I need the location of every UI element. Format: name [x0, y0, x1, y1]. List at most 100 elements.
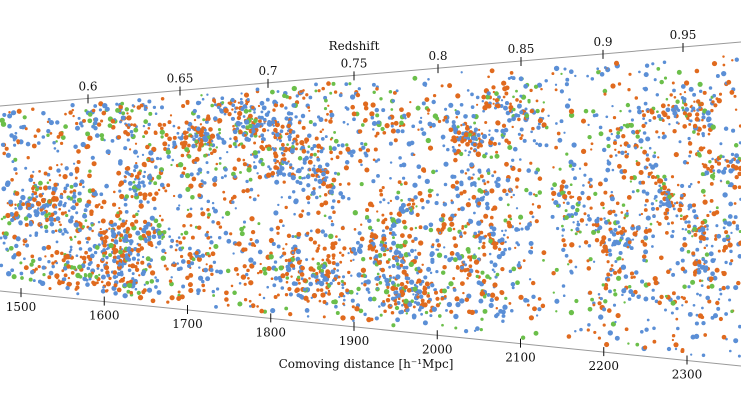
galaxy-point — [498, 308, 503, 314]
galaxy-point — [624, 123, 631, 129]
galaxy-point — [731, 59, 734, 62]
galaxy-point — [705, 110, 711, 116]
galaxy-point — [209, 235, 213, 239]
galaxy-point — [459, 180, 464, 185]
galaxy-point — [94, 274, 99, 280]
galaxy-point — [197, 147, 202, 152]
galaxy-point — [558, 167, 562, 171]
galaxy-point — [25, 243, 30, 248]
galaxy-point — [589, 206, 593, 210]
galaxy-point — [234, 145, 238, 149]
galaxy-point — [159, 126, 164, 131]
galaxy-point — [241, 247, 246, 252]
galaxy-point — [687, 207, 691, 211]
galaxy-point — [607, 237, 612, 242]
galaxy-point — [64, 201, 67, 205]
galaxy-point — [40, 211, 45, 216]
galaxy-point — [346, 123, 349, 126]
galaxy-point — [47, 212, 51, 216]
galaxy-point — [395, 128, 401, 134]
galaxy-point — [459, 206, 465, 212]
galaxy-point — [712, 93, 717, 98]
galaxy-point — [688, 122, 692, 126]
galaxy-point — [459, 191, 464, 196]
galaxy-point — [580, 148, 587, 155]
galaxy-point — [248, 304, 252, 308]
galaxy-point — [688, 150, 693, 154]
galaxy-point — [187, 143, 191, 148]
galaxy-point — [99, 133, 105, 138]
galaxy-point — [275, 101, 279, 104]
galaxy-point — [291, 141, 295, 145]
galaxy-point — [515, 207, 519, 210]
galaxy-point — [142, 124, 146, 128]
galaxy-point — [329, 138, 333, 141]
galaxy-point — [416, 164, 422, 170]
galaxy-point — [225, 299, 229, 302]
galaxy-point — [19, 200, 23, 204]
galaxy-point — [687, 112, 692, 118]
galaxy-point — [328, 233, 334, 239]
galaxy-point — [179, 254, 184, 259]
galaxy-point — [308, 168, 312, 172]
galaxy-point — [108, 227, 111, 230]
galaxy-point — [628, 72, 632, 76]
galaxy-point — [642, 131, 647, 135]
galaxy-point — [316, 288, 320, 292]
galaxy-point — [568, 309, 575, 316]
galaxy-point — [728, 160, 732, 164]
galaxy-point — [256, 172, 259, 175]
galaxy-point — [708, 159, 712, 164]
galaxy-point — [289, 163, 293, 167]
galaxy-point — [134, 142, 138, 145]
galaxy-point — [315, 195, 319, 200]
galaxy-point — [724, 312, 728, 316]
galaxy-point — [610, 190, 614, 194]
galaxy-point — [47, 199, 52, 204]
galaxy-point — [485, 274, 490, 279]
galaxy-point — [688, 86, 694, 92]
galaxy-point — [517, 261, 521, 264]
galaxy-point — [116, 135, 122, 140]
galaxy-point — [58, 200, 63, 205]
galaxy-point — [359, 236, 365, 242]
galaxy-point — [606, 159, 610, 163]
galaxy-point — [452, 174, 457, 179]
galaxy-point — [91, 161, 97, 167]
galaxy-point — [148, 264, 152, 269]
galaxy-point — [655, 199, 658, 202]
galaxy-point — [602, 307, 607, 312]
galaxy-point — [538, 119, 542, 124]
galaxy-point — [281, 172, 287, 177]
galaxy-point — [273, 295, 278, 299]
galaxy-point — [661, 119, 665, 122]
galaxy-point — [401, 176, 406, 180]
galaxy-point — [232, 290, 237, 296]
galaxy-point — [218, 156, 222, 160]
galaxy-point — [707, 299, 712, 304]
galaxy-point — [405, 309, 409, 313]
galaxy-point — [210, 251, 216, 257]
galaxy-point — [319, 149, 324, 154]
galaxy-point — [473, 138, 477, 141]
galaxy-point — [63, 229, 68, 234]
galaxy-point — [620, 264, 627, 270]
galaxy-point — [682, 111, 688, 116]
galaxy-point — [559, 119, 564, 124]
galaxy-point — [726, 164, 731, 168]
galaxy-point — [387, 116, 392, 120]
galaxy-point — [138, 203, 144, 209]
galaxy-point — [78, 182, 83, 186]
galaxy-point — [698, 235, 704, 241]
galaxy-point — [413, 195, 418, 200]
galaxy-point — [724, 230, 729, 235]
galaxy-point — [446, 301, 453, 308]
galaxy-point — [58, 174, 62, 177]
galaxy-point — [614, 213, 618, 217]
galaxy-point — [603, 190, 608, 195]
galaxy-point — [260, 136, 266, 142]
galaxy-point — [659, 79, 664, 85]
galaxy-point — [517, 117, 521, 122]
galaxy-point — [601, 235, 607, 241]
galaxy-point — [509, 165, 513, 168]
